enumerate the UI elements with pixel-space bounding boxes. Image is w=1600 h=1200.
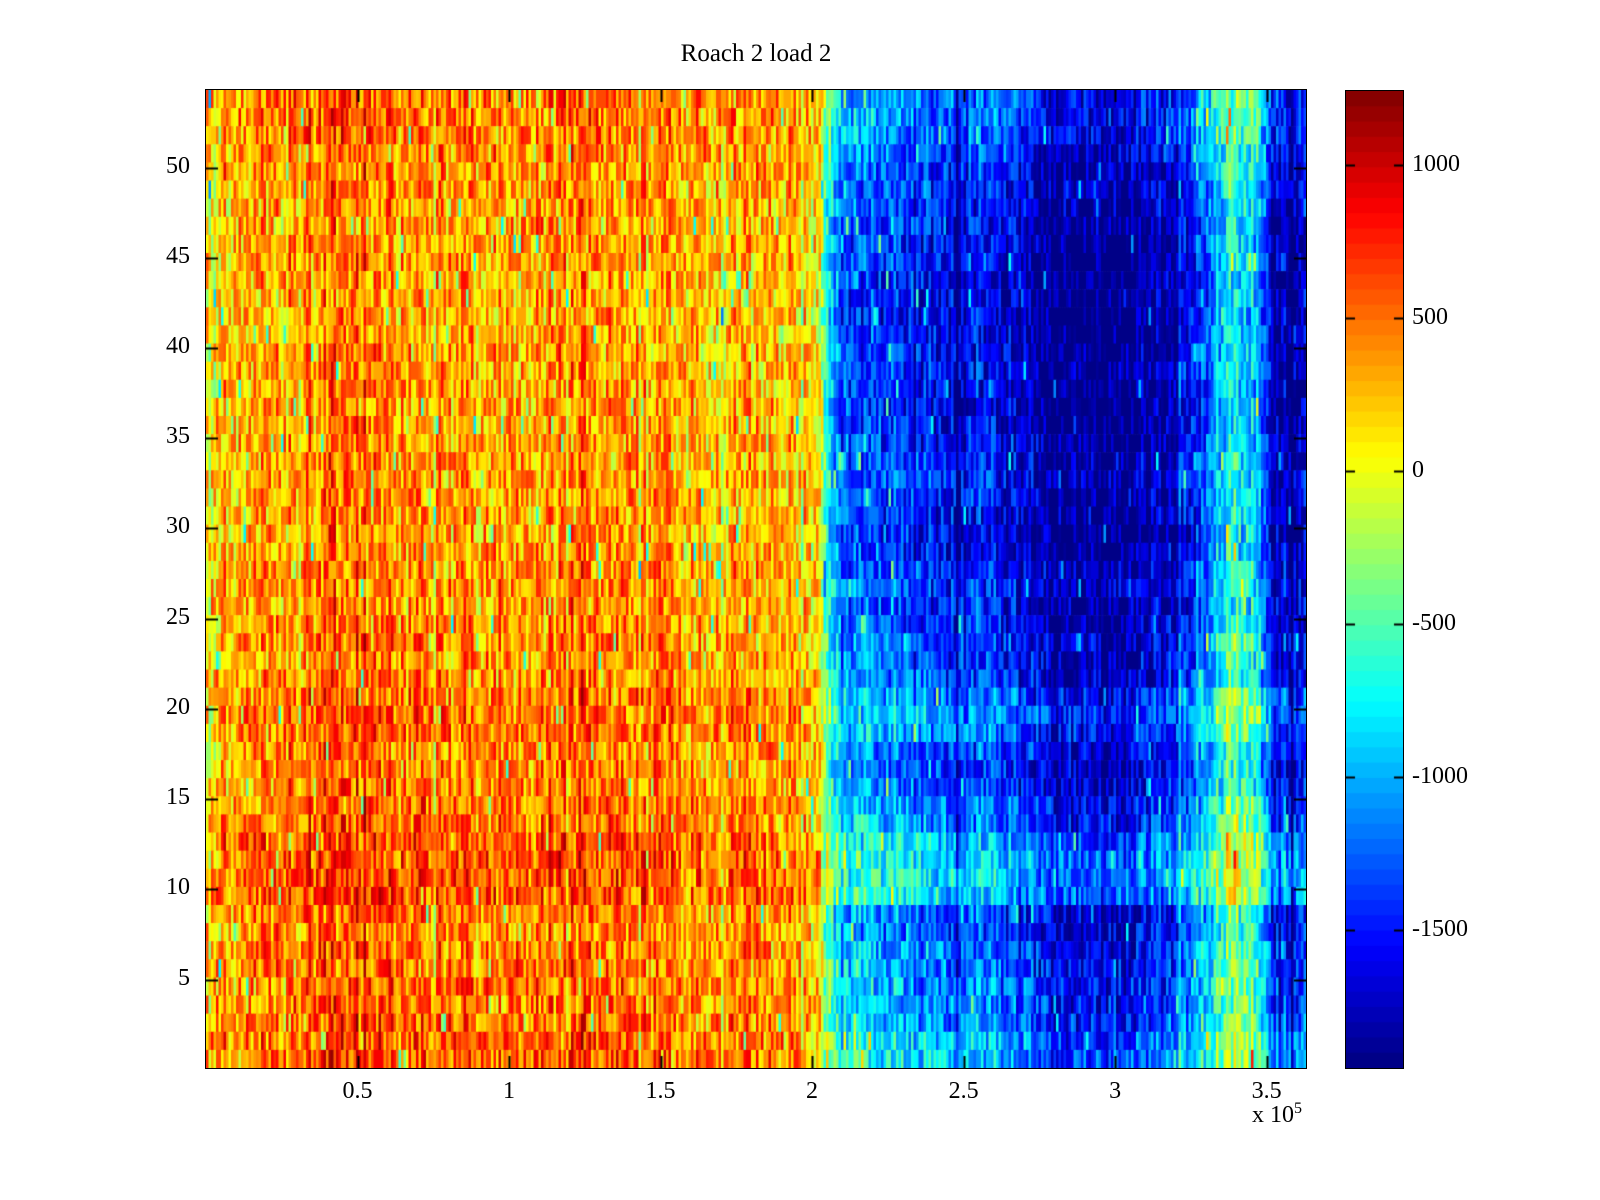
chart-title: Roach 2 load 2 [680, 40, 832, 67]
y-tick-label-20: 20 [166, 693, 190, 720]
x-tick-label-2: 2 [806, 1078, 819, 1104]
y-tick-label-50: 50 [166, 152, 190, 179]
y-tick-label-30: 30 [166, 513, 190, 540]
x-tick-label-2.5: 2.5 [948, 1078, 979, 1104]
colorbar [1345, 90, 1404, 1069]
y-tick-label-5: 5 [178, 964, 190, 991]
heatmap-canvas [206, 90, 1306, 1068]
y-tick-label-10: 10 [166, 874, 190, 901]
x-tick-label-1: 1 [503, 1078, 516, 1104]
x-axis-exponent-label: x 105 [1102, 1100, 1302, 1129]
colorbar-tick-label--500: -500 [1412, 609, 1456, 636]
colorbar-tick-label-1000: 1000 [1412, 150, 1460, 177]
heatmap-plot-area [205, 89, 1307, 1069]
colorbar-tick-label-0: 0 [1412, 456, 1424, 483]
colorbar-canvas [1346, 91, 1403, 1068]
exponent-prefix: x 10 [1252, 1102, 1294, 1128]
colorbar-tick-label--1500: -1500 [1412, 915, 1468, 942]
y-tick-label-35: 35 [166, 423, 190, 450]
exponent-value: 5 [1294, 1100, 1302, 1117]
x-tick-label-3: 3 [1109, 1078, 1122, 1104]
x-tick-label-3.5: 3.5 [1251, 1078, 1282, 1104]
y-tick-label-40: 40 [166, 333, 190, 360]
y-tick-label-15: 15 [166, 784, 190, 811]
x-tick-label-1.5: 1.5 [645, 1078, 676, 1104]
colorbar-tick-label-500: 500 [1412, 303, 1448, 330]
colorbar-tick-label--1000: -1000 [1412, 762, 1468, 789]
y-tick-label-45: 45 [166, 242, 190, 269]
x-tick-label-0.5: 0.5 [342, 1078, 373, 1104]
y-tick-label-25: 25 [166, 603, 190, 630]
